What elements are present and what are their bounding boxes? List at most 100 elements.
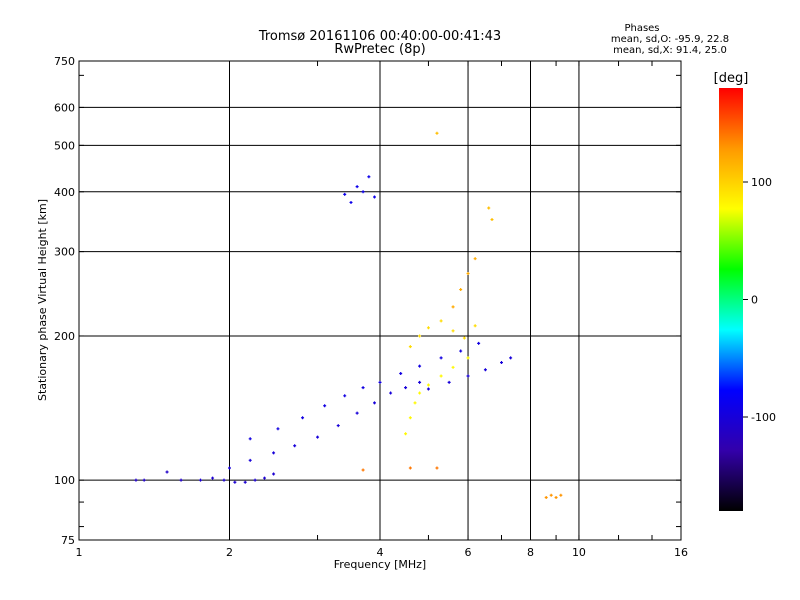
x-tick-label: 6 [465, 546, 472, 559]
x-tick-label: 16 [674, 546, 688, 559]
legend-line-x: mean, sd,X: 91.4, 25.0 [613, 45, 727, 56]
data-point-o [378, 380, 382, 384]
data-point-o [211, 476, 215, 480]
data-point-o [367, 175, 371, 179]
data-point-o [253, 478, 257, 482]
data-point-x [426, 383, 430, 387]
data-point-x [408, 416, 412, 420]
data-point-o [316, 435, 320, 439]
data-point-x [435, 466, 439, 470]
data-point-o [483, 368, 487, 372]
x-tick-label: 1 [76, 546, 83, 559]
data-point-x [549, 493, 553, 497]
data-point-x [559, 493, 563, 497]
colorbar-label: [deg] [714, 71, 749, 86]
data-point-o [276, 427, 280, 431]
data-point-o [466, 374, 470, 378]
y-tick-label: 300 [54, 246, 75, 259]
data-point-x [439, 319, 443, 323]
data-point-o [399, 371, 403, 375]
data-point-x [462, 336, 466, 340]
data-point-x [544, 496, 548, 499]
data-point-o [389, 391, 393, 395]
colorbar-tick-label: 100 [751, 176, 772, 189]
legend-line-o: mean, sd,O: -95.9, 22.8 [611, 34, 729, 45]
y-tick-label: 750 [54, 55, 75, 68]
data-point-x [426, 326, 430, 330]
data-point-o [343, 192, 347, 196]
y-tick-label: 600 [54, 101, 75, 114]
x-axis-label: Frequency [MHz] [334, 558, 426, 571]
y-axis-ticks: 75 100 200 300 400 500 600 750 [54, 55, 681, 547]
data-points [134, 131, 563, 499]
data-point-x [473, 257, 477, 261]
data-point-x [490, 218, 494, 222]
data-point-o [459, 349, 463, 353]
y-tick-label: 500 [54, 139, 75, 152]
data-point-o [134, 478, 138, 482]
data-point-x [413, 401, 417, 405]
data-point-o [418, 380, 422, 384]
data-point-x [554, 496, 558, 499]
data-point-o [243, 480, 247, 484]
colorbar-tick-label: -100 [751, 411, 776, 424]
data-point-x [361, 468, 365, 472]
data-point-o [426, 387, 430, 391]
data-point-o [361, 190, 365, 194]
data-point-x [466, 272, 470, 276]
chart-title: Tromsø 20161106 00:40:00-00:41:43 [258, 29, 501, 44]
data-point-o [301, 416, 305, 420]
data-point-o [373, 195, 377, 199]
data-point-o [293, 444, 297, 448]
data-point-x [418, 334, 422, 338]
data-point-o [404, 386, 408, 390]
data-point-x [473, 324, 477, 328]
x-tick-label: 2 [226, 546, 233, 559]
data-point-x [408, 345, 412, 349]
data-point-x [408, 466, 412, 470]
colorbar [719, 88, 743, 511]
colorbar-tick-label: 0 [751, 294, 758, 307]
data-point-x [466, 356, 470, 360]
data-point-o [336, 424, 340, 428]
data-point-o [272, 451, 276, 455]
data-point-o [373, 401, 377, 405]
data-point-o [228, 466, 231, 470]
x-tick-label: 4 [377, 546, 384, 559]
data-point-x [418, 391, 422, 395]
data-point-o [509, 356, 513, 360]
data-point-x [487, 206, 491, 210]
data-point-o [355, 411, 359, 415]
data-point-o [248, 437, 252, 441]
data-point-o [199, 478, 203, 482]
data-point-o [233, 480, 237, 484]
data-point-x [435, 131, 439, 135]
x-tick-label: 10 [572, 546, 586, 559]
x-axis-ticks: 1 2 4 6 8 10 16 [76, 61, 688, 559]
data-point-o [349, 200, 353, 204]
y-tick-label: 75 [61, 534, 75, 547]
data-point-x [404, 432, 408, 436]
data-point-o [248, 458, 252, 462]
data-point-x [451, 365, 455, 369]
data-point-x [451, 305, 455, 309]
legend-title: Phases [624, 23, 659, 34]
chart-subtitle: RwPretec (8p) [334, 42, 425, 57]
x-tick-label: 8 [527, 546, 534, 559]
data-point-o [272, 472, 276, 476]
data-point-o [323, 404, 327, 408]
data-point-o [500, 361, 504, 365]
y-tick-label: 100 [54, 474, 75, 487]
data-point-o [355, 185, 359, 189]
data-point-x [439, 374, 443, 378]
y-tick-label: 400 [54, 186, 75, 199]
data-point-o [142, 478, 146, 482]
data-point-x [451, 329, 455, 333]
colorbar-ticks: 100 0 -100 [743, 176, 776, 424]
data-point-o [165, 470, 169, 474]
data-point-o [477, 341, 481, 345]
data-point-o [179, 478, 183, 482]
data-point-o [418, 364, 422, 368]
data-point-o [439, 356, 443, 360]
